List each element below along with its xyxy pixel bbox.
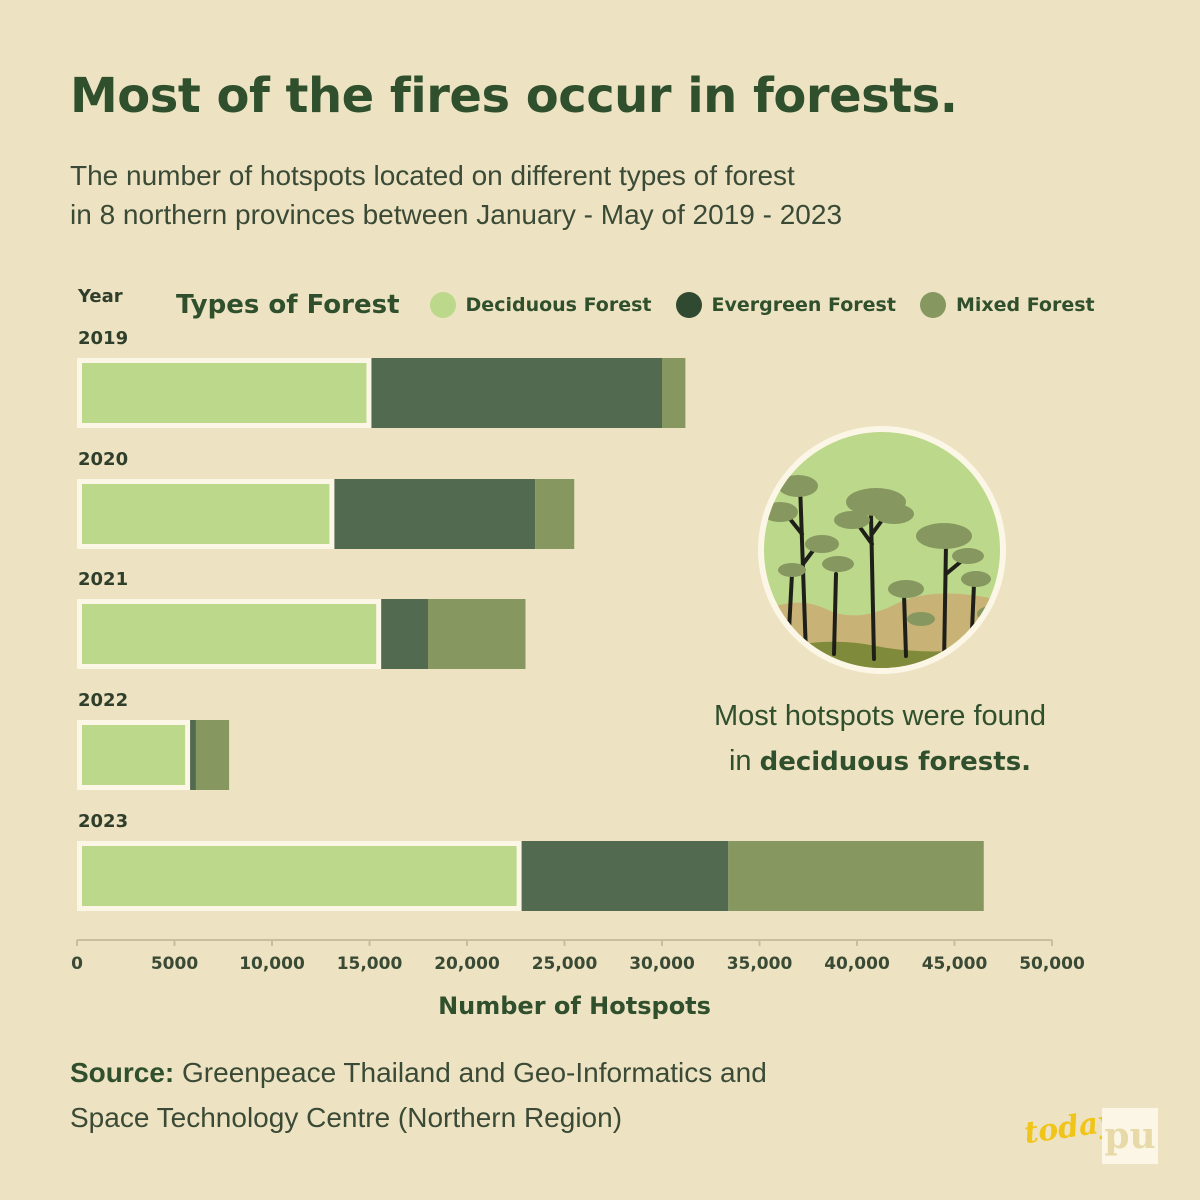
x-tick-label: 25,000 — [532, 954, 598, 974]
year-label-2020: 2020 — [78, 449, 128, 470]
bar-2021-mixed — [428, 599, 526, 669]
note-bold: deciduous forests. — [759, 747, 1032, 777]
legend-label-mixed: Mixed Forest — [955, 294, 1095, 316]
legend-swatch-deciduous — [429, 292, 456, 318]
legend-swatch-mixed — [919, 292, 946, 318]
x-tick-label: 35,000 — [727, 954, 793, 974]
source-note: Source: Greenpeace Thailand and Geo-Info… — [70, 1050, 830, 1140]
annotation-note: Most hotspots were found in deciduous fo… — [680, 694, 1080, 785]
bar-2019-mixed — [662, 358, 686, 428]
legend-title: Types of Forest — [176, 290, 400, 320]
bar-2019-evergreen — [371, 358, 662, 428]
note-prefix: in — [728, 745, 760, 777]
chart-subtitle: The number of hotspots located on differ… — [70, 156, 1070, 234]
x-tick-label: 0 — [71, 954, 83, 974]
legend-label-deciduous: Deciduous Forest — [465, 294, 652, 316]
bar-2022-mixed — [195, 720, 230, 790]
chart-title: Most of the fires occur in forests. — [70, 68, 958, 124]
bar-2022-deciduous — [77, 720, 191, 790]
bars-layer: 2019 2020 2021 2022 2023 — [77, 328, 984, 911]
legend-item-deciduous: Deciduous Forest — [429, 292, 652, 318]
x-axis: 0 5000 10,000 15,000 20,000 25,000 30,000 35,00… — [71, 939, 1085, 1020]
note-line-1: Most hotspots were found — [713, 700, 1047, 732]
source-text: Greenpeace Thailand and Geo-Informatics … — [70, 1057, 767, 1133]
subtitle-line-2: in 8 northern provinces between January … — [70, 199, 843, 230]
stacked-bar-chart: 2019 2020 2021 2022 2023 0 5000 10,000 15,000 20… — [71, 328, 1085, 1020]
bar-2023-mixed — [728, 841, 984, 911]
bar-2023-evergreen — [521, 841, 729, 911]
legend: Types of Forest Deciduous Forest Evergre… — [176, 290, 1103, 320]
x-tick-label: 5000 — [151, 954, 198, 974]
x-tick-label: 20,000 — [434, 954, 500, 974]
x-tick-label: 30,000 — [629, 954, 695, 974]
bar-2019-deciduous — [77, 358, 372, 428]
bar-2021-deciduous — [77, 599, 382, 669]
year-header: Year — [78, 286, 123, 307]
legend-label-evergreen: Evergreen Forest — [711, 294, 896, 316]
x-tick-label: 45,000 — [922, 954, 988, 974]
legend-item-mixed: Mixed Forest — [919, 292, 1095, 318]
bar-2020-deciduous — [77, 479, 335, 549]
bar-2020-mixed — [535, 479, 575, 549]
bar-2022-evergreen — [190, 720, 196, 790]
x-tick-label: 40,000 — [824, 954, 890, 974]
legend-item-evergreen: Evergreen Forest — [675, 292, 896, 318]
source-label: Source: — [70, 1057, 175, 1088]
x-axis-title: Number of Hotspots — [438, 992, 711, 1020]
bar-2020-evergreen — [334, 479, 536, 549]
bar-2021-evergreen — [381, 599, 428, 669]
year-label-2022: 2022 — [78, 690, 128, 711]
x-tick-label: 50,000 — [1019, 954, 1085, 974]
year-label-2023: 2023 — [78, 811, 128, 832]
x-tick-label: 10,000 — [239, 954, 305, 974]
year-label-2021: 2021 — [78, 569, 128, 590]
bar-2023-deciduous — [77, 841, 522, 911]
note-line-2: in deciduous forests. — [680, 739, 1080, 785]
deciduous-forest-illustration — [758, 426, 1006, 674]
legend-swatch-evergreen — [675, 292, 702, 318]
subtitle-line-1: The number of hotspots located on differ… — [70, 160, 795, 191]
year-label-2019: 2019 — [78, 328, 128, 349]
x-tick-label: 15,000 — [337, 954, 403, 974]
pu-logo: pu — [1102, 1108, 1158, 1164]
